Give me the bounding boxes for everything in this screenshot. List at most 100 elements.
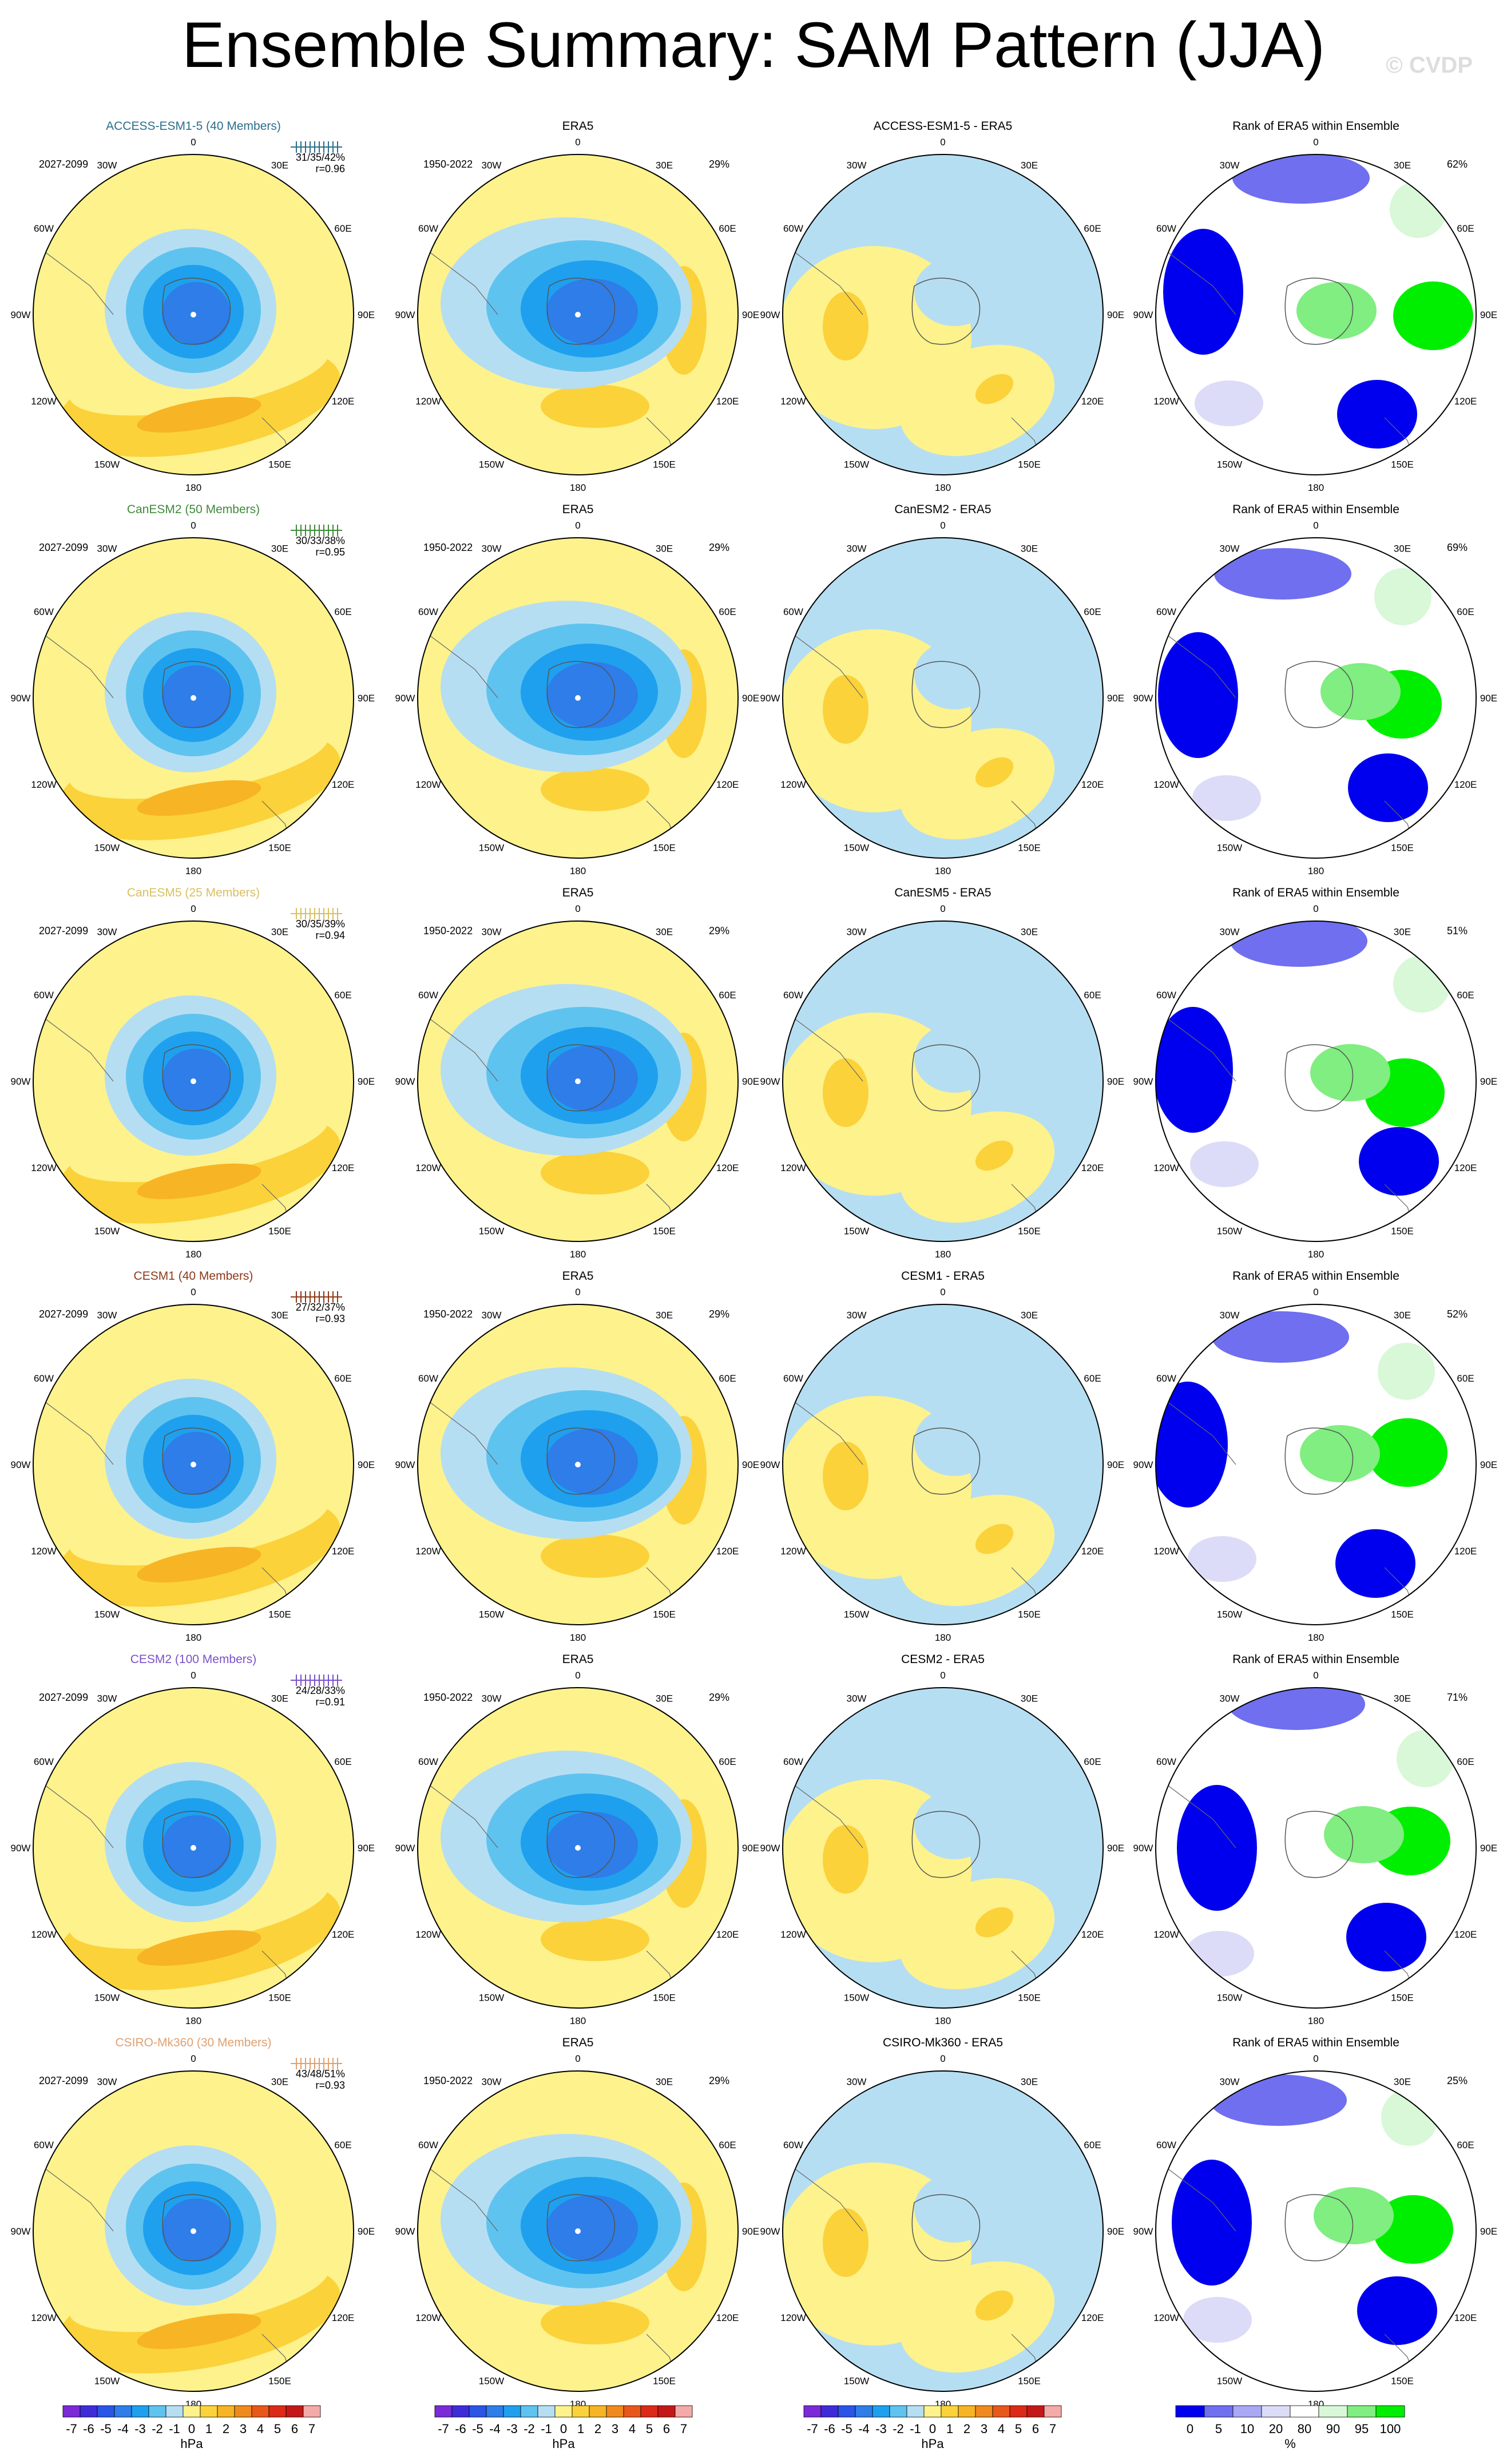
lon-label: 30E [271,160,288,170]
lon-label: 120E [1454,1546,1477,1557]
lon-label: 120E [716,1929,739,1940]
pole-marker [575,1078,581,1084]
diff-region [899,1494,1055,1606]
diff-panel: 0 30E 60E 90E 120E 150E 180 150W 120W 90W 60W 30W AC… [760,120,1125,493]
lon-label: 60E [719,2140,736,2150]
lon-label: 60W [783,1373,803,1384]
antarctica-outline [546,1811,616,1878]
lon-label: 60W [34,606,54,617]
lon-label: 180 [1308,2015,1324,2026]
lon-label: 180 [185,1249,201,1260]
lon-label: 30E [1394,1310,1411,1320]
diff-field [783,538,1103,858]
rank-region [1232,154,1370,204]
lon-label: 150E [653,459,676,470]
colorbar-swatch [217,2405,235,2418]
lon-label: 90E [358,2226,375,2237]
model-period: 2027-2099 [39,1692,88,1703]
coastline [794,1784,863,1848]
lon-label: 30W [847,2076,867,2087]
lon-label: 0 [940,2053,945,2064]
lon-label: 180 [570,482,586,493]
lon-label: 30E [656,543,673,554]
lon-label: 120W [1153,779,1179,790]
lon-label: 120E [1454,1929,1477,1940]
era5-title: ERA5 [562,503,594,516]
lon-label: 150E [1018,1993,1041,2003]
rank-region [1393,281,1473,350]
diff-region [975,757,1014,788]
diff-panel: 0 30E 60E 90E 120E 150E 180 150W 120W 90W 60W 30W Ca… [760,503,1125,876]
lon-label: 150W [479,1993,504,2003]
model-neg-lobe [162,282,231,345]
lon-label: 90E [1107,693,1124,704]
colorbar-swatch [1290,2405,1319,2418]
rank-region [1324,1806,1404,1863]
colorbar-unit: hPa [552,2437,575,2451]
pole-marker [191,1078,196,1084]
model-stats: 27/32/37% [296,1302,345,1313]
lon-label: 90E [1480,1459,1497,1470]
colorbar-tick: -3 [506,2422,518,2436]
colorbar-tick: -4 [117,2422,129,2436]
era5-period: 1950-2022 [423,1692,473,1703]
panel-border [417,1304,739,1625]
panel-border [1155,920,1477,1242]
rank-region [1314,2187,1394,2244]
colorbar-tick: 4 [257,2422,264,2436]
lon-label: 120E [1454,396,1477,407]
colorbar-tick: 20 [1269,2422,1283,2436]
colorbar-tick: -2 [893,2422,904,2436]
antarctica-outline [546,277,616,345]
coastline [429,1018,498,1082]
colorbar-swatch [572,2405,590,2418]
lon-label: 150W [1217,1993,1242,2003]
era5-pct: 29% [709,925,729,937]
coastline [794,251,863,315]
lon-label: 120W [415,396,441,407]
lon-label: 120E [1081,779,1104,790]
lon-label: 30E [271,543,288,554]
colorbar-tick: 4 [998,2422,1005,2436]
lon-label: 60W [34,223,54,234]
lon-label: 0 [191,1287,196,1298]
antarctica-outline [546,1044,616,1112]
rank-panel: 030E60E90E120E150E180150W120W90W60W30WRa… [1133,886,1498,1260]
lon-label: 30W [1220,160,1240,170]
lon-label: 60E [334,606,351,617]
model-stats: 30/33/38% [296,535,345,546]
colorbar-swatch [803,2405,822,2418]
era5-title: ERA5 [562,1653,594,1666]
lon-label: 30E [1394,1693,1411,1704]
diff-region [899,1878,1055,1990]
lon-label: 30E [1021,160,1038,170]
colorbar-swatch [923,2405,942,2418]
coastline [44,1018,114,1082]
panel-border [33,154,354,475]
colorbar-swatch [251,2405,269,2418]
diff-field [783,2071,1103,2391]
colorbar-tick: 0 [188,2422,195,2436]
era5-pct: 29% [709,542,729,553]
coastline [1167,634,1236,699]
panel-border [782,154,1104,475]
pole-marker [575,312,581,318]
rank-region [1156,1382,1228,1507]
era5-panel: 0 30E 60E 90E 120E 150E 180 150W 120W 90W 60W 30W ER… [395,1653,760,2026]
lon-label: 120E [1454,1162,1477,1173]
lon-label: 150W [844,1226,869,1237]
lon-label: 90W [11,2226,31,2237]
lon-label: 120W [415,1929,441,1940]
lon-label: 0 [575,903,580,914]
lon-label: 120E [1454,2312,1477,2323]
whisker-plot [291,525,342,536]
era5-pos-lobe [541,1918,649,1961]
lon-label: 60E [334,223,351,234]
lon-label: 90W [1133,310,1153,320]
era5-neg-lobe [546,279,638,345]
rank-panel: 030E60E90E120E150E180150W120W90W60W30WRa… [1133,2036,1498,2410]
rank-title: Rank of ERA5 within Ensemble [1232,503,1399,516]
era5-period: 1950-2022 [423,542,473,553]
rank-title: Rank of ERA5 within Ensemble [1232,1653,1399,1666]
